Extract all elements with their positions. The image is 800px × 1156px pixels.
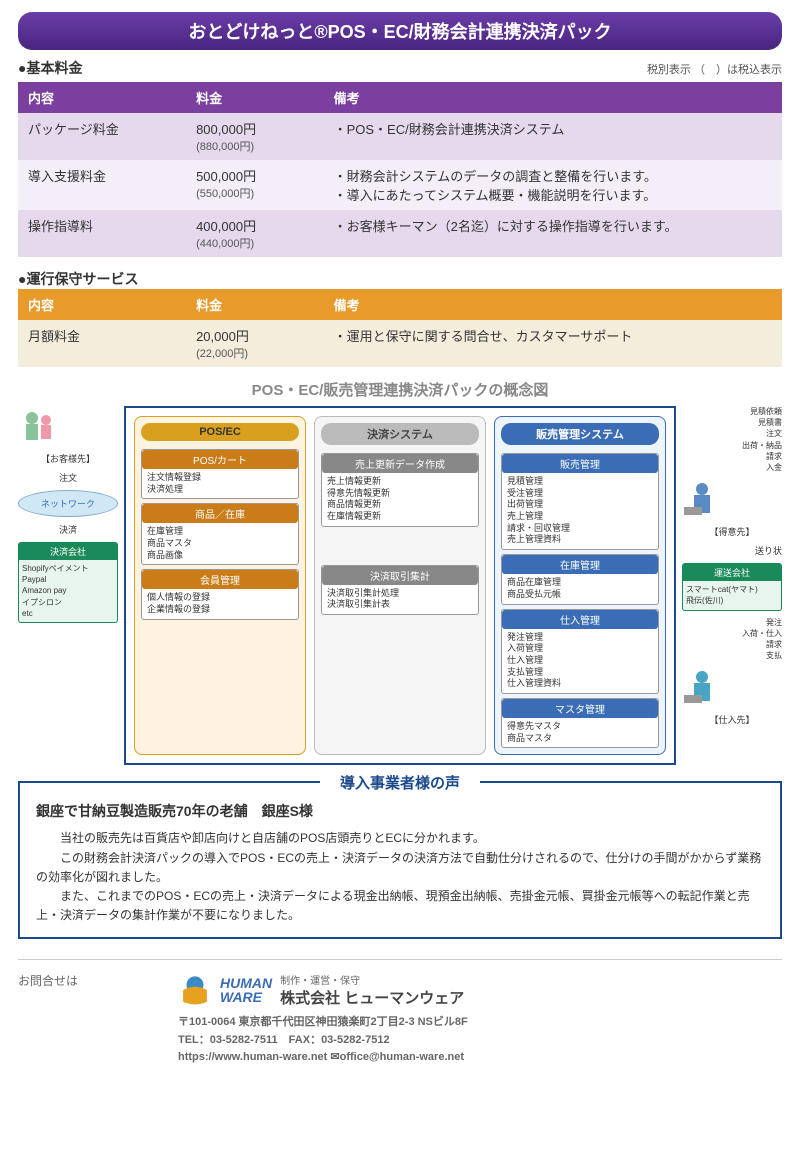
diagram-right: 見積依頼見積書注文出荷・納品請求入金 【得意先】 送り状 運送会社 スマートca…: [682, 406, 782, 726]
th: 備考: [324, 289, 782, 320]
brand-text: HUMANWARE: [220, 976, 272, 1004]
company-info: HUMANWARE 制作・運営・保守 株式会社 ヒューマンウェア 〒101-00…: [178, 972, 782, 1067]
box-settle-agg: 決済取引集計決済取引集計処理決済取引集計表: [321, 565, 479, 615]
th: 内容: [18, 289, 186, 320]
customer-icon: [18, 406, 58, 446]
col-pos-ec: POS/EC POS/カート注文情報登録決済処理 商品／在庫在庫管理商品マスタ商…: [134, 416, 306, 755]
th: 料金: [186, 82, 324, 113]
col-sales-mgmt: 販売管理システム 販売管理見積管理受注管理出荷管理売上管理請求・回収管理売上管理…: [494, 416, 666, 755]
box-purchase-mgmt: 仕入管理発注管理入荷管理仕入管理支払管理仕入管理資料: [501, 609, 659, 694]
supplier-icon: [682, 667, 722, 707]
customer-label: 【お客様先】: [18, 452, 118, 465]
box-sales-update: 売上更新データ作成売上情報更新得意先情報更新商品情報更新在庫情報更新: [321, 453, 479, 527]
payment-company-hdr: 決済会社: [19, 543, 117, 560]
co-sub: 制作・運営・保守: [280, 972, 464, 987]
table-row: 月額料金20,000円(22,000円)・運用と保守に関する問合せ、カスタマーサ…: [18, 320, 782, 367]
concept-diagram: 【お客様先】 注文 ネットワーク 決済 決済会社 ShopifyペイメントPay…: [18, 406, 782, 765]
payment-company-box: 決済会社 ShopifyペイメントPaypalAmazon payイプシロンet…: [18, 542, 118, 623]
co-web: https://www.human-ware.net ✉office@human…: [178, 1049, 782, 1067]
testimonial-box: 導入事業者様の声 銀座で甘納豆製造販売70年の老舗 銀座S様 当社の販売先は百貨…: [18, 781, 782, 939]
box-product-stock: 商品／在庫在庫管理商品マスタ商品画像: [141, 503, 299, 565]
col-title: 販売管理システム: [501, 423, 659, 445]
section1-heading: ●基本料金: [18, 58, 82, 78]
box-stock-mgmt: 在庫管理商品在庫管理商品受払元帳: [501, 554, 659, 604]
diagram-title: POS・EC/販売管理連携決済パックの概念図: [18, 379, 782, 400]
col-title: 決済システム: [321, 423, 479, 445]
co-addr: 〒101-0064 東京都千代田区神田猿楽町2丁目2-3 NSビル8F: [178, 1014, 782, 1032]
box-master-mgmt: マスタ管理得意先マスタ商品マスタ: [501, 698, 659, 748]
ship-label: 送り状: [682, 544, 782, 557]
col-title: POS/EC: [141, 423, 299, 441]
table-row: 導入支援料金500,000円(550,000円)・財務会計システムのデータの調査…: [18, 160, 782, 210]
diagram-core: POS/EC POS/カート注文情報登録決済処理 商品／在庫在庫管理商品マスタ商…: [124, 406, 676, 765]
box-sales-mgmt: 販売管理見積管理受注管理出荷管理売上管理請求・回収管理売上管理資料: [501, 453, 659, 550]
table-row: 操作指導料400,000円(440,000円)・お客様キーマン（2名迄）に対する…: [18, 210, 782, 257]
logo-icon: [178, 973, 212, 1007]
testimonial-body: 当社の販売先は百貨店や卸店向けと自店舗のPOS店頭売りとECに分かれます。 この…: [36, 829, 764, 925]
co-tel: TEL：03-5282-7511 FAX：03-5282-7512: [178, 1032, 782, 1050]
shipping-hdr: 運送会社: [683, 564, 781, 581]
table-row: パッケージ料金800,000円(880,000円)・POS・EC/財務会計連携決…: [18, 113, 782, 160]
testimonial-head: 銀座で甘納豆製造販売70年の老舗 銀座S様: [36, 801, 764, 821]
diagram-left: 【お客様先】 注文 ネットワーク 決済 決済会社 ShopifyペイメントPay…: [18, 406, 118, 623]
contact-label: お問合せは: [18, 972, 158, 1067]
order-label: 注文: [18, 471, 118, 484]
box-member-mgmt: 会員管理個人情報の登録企業情報の登録: [141, 569, 299, 619]
box-pos-cart: POS/カート注文情報登録決済処理: [141, 449, 299, 499]
th: 内容: [18, 82, 186, 113]
co-name: 株式会社 ヒューマンウェア: [280, 987, 464, 1008]
testimonial-title: 導入事業者様の声: [320, 772, 480, 793]
fees-table-basic: 内容 料金 備考 パッケージ料金800,000円(880,000円)・POS・E…: [18, 82, 782, 257]
th: 備考: [324, 82, 782, 113]
tax-note: 税別表示 （ ）は税込表示: [647, 61, 782, 77]
payment-label: 決済: [18, 523, 118, 536]
client-icon: [682, 479, 722, 519]
supplier-label: 【仕入先】: [682, 713, 782, 726]
section2-heading: ●運行保守サービス: [18, 269, 782, 289]
shipping-box: 運送会社 スマートcat(ヤマト)飛伝(佐川): [682, 563, 782, 610]
page-title: おとどけねっと®POS・EC/財務会計連携決済パック: [18, 12, 782, 50]
network-cloud: ネットワーク: [18, 490, 118, 517]
client-label: 【得意先】: [682, 525, 782, 538]
col-settlement: 決済システム 売上更新データ作成売上情報更新得意先情報更新商品情報更新在庫情報更…: [314, 416, 486, 755]
fees-table-maintenance: 内容 料金 備考 月額料金20,000円(22,000円)・運用と保守に関する問…: [18, 289, 782, 367]
th: 料金: [186, 289, 324, 320]
footer: お問合せは HUMANWARE 制作・運営・保守 株式会社 ヒューマンウェア 〒…: [18, 959, 782, 1067]
